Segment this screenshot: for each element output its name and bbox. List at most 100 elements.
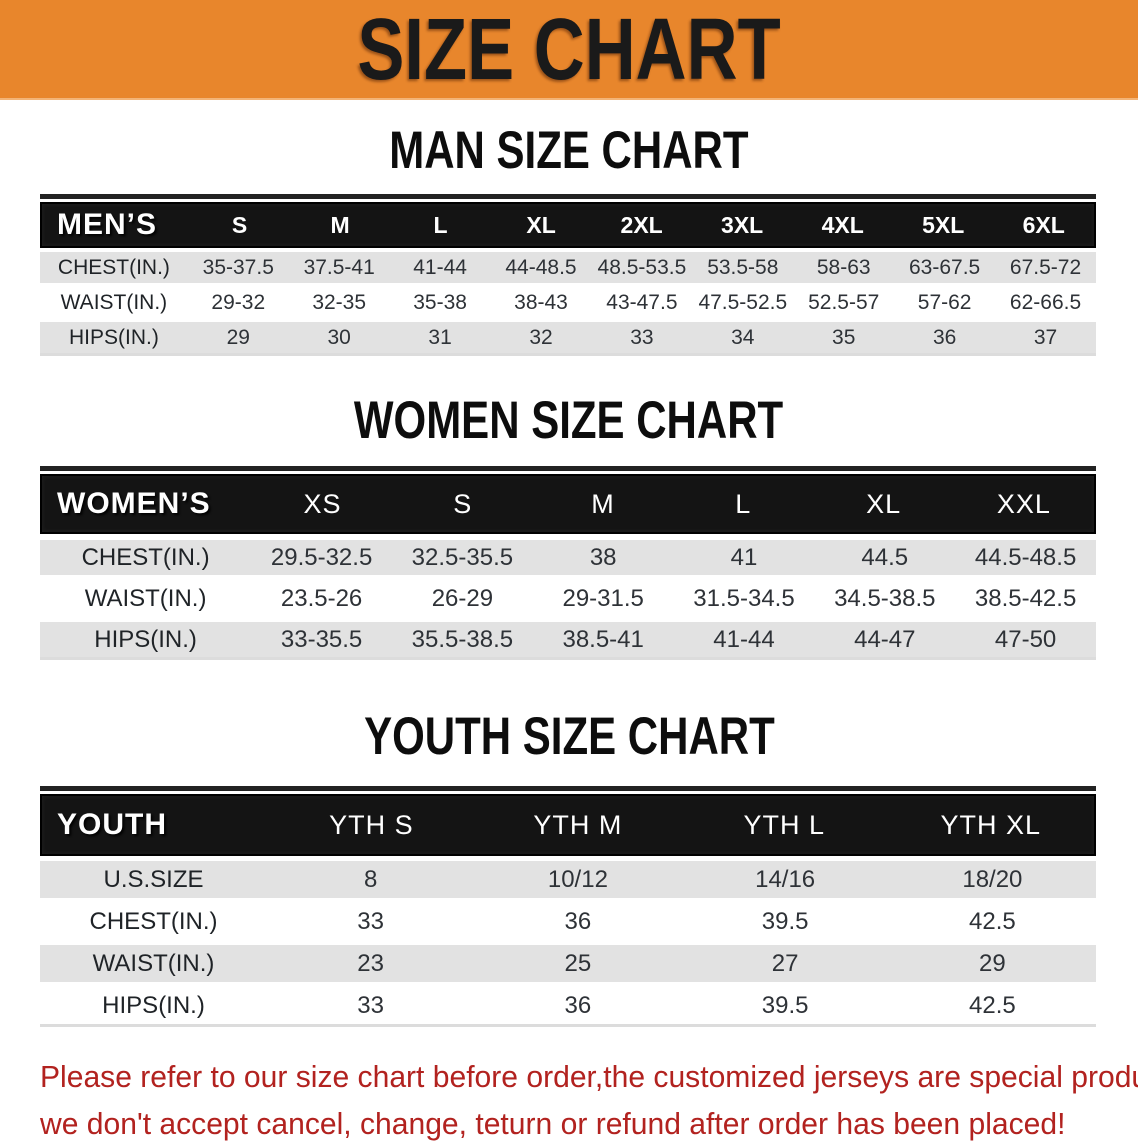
table-header-row: MEN’S S M L XL 2XL 3XL 4XL 5XL 6XL — [40, 202, 1096, 248]
youth-size-table: YOUTH YTH S YTH M YTH L YTH XL U.S.SIZE 8 10/12… — [40, 786, 1096, 1027]
table-row: HIPS(IN.) 33 36 39.5 42.5 — [40, 987, 1096, 1024]
size-value-cell: 35.5-38.5 — [411, 625, 514, 653]
page-title: SIZE CHART — [357, 0, 781, 98]
size-value-cell: 29.5-32.5 — [270, 543, 373, 571]
table-header-row: WOMEN’S XS S M L XL XXL — [40, 474, 1096, 534]
table-group-label: MEN’S — [57, 208, 158, 241]
size-value-cell: 32 — [529, 325, 553, 349]
size-value-cell: 27 — [771, 949, 799, 977]
disclaimer-line-1: Please refer to our size chart before or… — [40, 1059, 1138, 1094]
size-column-header: XXL — [996, 488, 1051, 519]
size-column-header: 3XL — [721, 211, 764, 238]
size-value-cell: 31 — [428, 325, 452, 349]
size-value-cell: 38.5-41 — [562, 625, 644, 653]
size-value-cell: 8 — [363, 865, 378, 893]
size-value-cell: 23 — [357, 949, 384, 977]
size-column-header: YTH M — [533, 809, 623, 840]
size-value-cell: 44.5 — [861, 543, 909, 571]
table-row: HIPS(IN.) 33-35.5 35.5-38.5 38.5-41 41-44 44-… — [40, 622, 1096, 657]
size-value-cell: 42.5 — [969, 907, 1016, 935]
table-top-rule — [40, 194, 1096, 199]
size-value-cell: 35-38 — [413, 290, 467, 314]
size-value-cell: 44-48.5 — [505, 255, 577, 279]
table-group-label: YOUTH — [57, 808, 167, 841]
section-title-men: MAN SIZE CHART — [389, 120, 749, 180]
table-row: WAIST(IN.) 29-32 32-35 35-38 38-43 43-47.5 47.… — [40, 287, 1096, 318]
table-group-label: WOMEN’S — [57, 487, 211, 520]
size-value-cell: 34.5-38.5 — [834, 584, 936, 612]
size-value-cell: 41-44 — [413, 255, 467, 279]
size-value-cell: 37.5-41 — [303, 255, 375, 279]
size-column-header: XS — [303, 488, 342, 519]
measurement-row-label: CHEST(IN.) — [81, 543, 210, 571]
size-column-header: 2XL — [620, 211, 663, 238]
section-title-youth-wrap: YOUTH SIZE CHART — [0, 706, 1138, 766]
size-value-cell: 33 — [357, 907, 384, 935]
size-value-cell: 36 — [932, 325, 957, 349]
size-value-cell: 23.5-26 — [280, 584, 363, 612]
table-top-rule — [40, 466, 1096, 471]
size-value-cell: 33-35.5 — [280, 625, 363, 653]
measurement-row-label: WAIST(IN.) — [84, 584, 207, 612]
size-value-cell: 33 — [357, 991, 384, 1019]
size-column-header: S — [231, 211, 248, 238]
size-value-cell: 14/16 — [755, 865, 816, 893]
measurement-row-label: U.S.SIZE — [103, 865, 204, 893]
size-value-cell: 67.5-72 — [1009, 255, 1082, 279]
measurement-row-label: CHEST(IN.) — [57, 255, 170, 279]
size-column-header: XL — [866, 488, 902, 519]
table-row: WAIST(IN.) 23.5-26 26-29 29-31.5 31.5-34.5 34… — [40, 581, 1096, 616]
measurement-row-label: HIPS(IN.) — [94, 625, 197, 653]
disclaimer-line-2: we don't accept cancel, change, teturn o… — [40, 1106, 1066, 1141]
size-value-cell: 32-35 — [312, 290, 367, 314]
size-value-cell: 57-62 — [917, 290, 972, 314]
size-column-header: L — [735, 488, 752, 519]
size-value-cell: 41 — [730, 543, 758, 571]
size-value-cell: 41-44 — [713, 625, 775, 653]
size-column-header: 6XL — [1022, 211, 1065, 238]
size-value-cell: 39.5 — [761, 991, 809, 1019]
section-title-youth: YOUTH SIZE CHART — [363, 706, 775, 766]
size-column-header: YTH S — [329, 809, 414, 840]
size-value-cell: 42.5 — [969, 991, 1016, 1019]
table-header-row: YOUTH YTH S YTH M YTH L YTH XL — [40, 794, 1096, 856]
size-value-cell: 29 — [226, 325, 250, 349]
size-value-cell: 35 — [832, 325, 856, 349]
size-column-header: 4XL — [821, 211, 864, 238]
size-value-cell: 44-47 — [854, 625, 916, 653]
size-column-header: YTH L — [743, 809, 826, 840]
table-top-rule — [40, 786, 1096, 791]
size-value-cell: 26-29 — [431, 584, 494, 612]
section-title-women: WOMEN SIZE CHART — [354, 390, 784, 450]
disclaimer: Please refer to our size chart before or… — [40, 1053, 1138, 1147]
table-row: HIPS(IN.) 29 30 31 32 33 34 35 36 37 — [40, 322, 1096, 353]
size-value-cell: 25 — [564, 949, 592, 977]
size-value-cell: 53.5-58 — [707, 255, 779, 279]
size-value-cell: 62-66.5 — [1009, 290, 1082, 314]
size-column-header: M — [591, 488, 615, 519]
measurement-row-label: HIPS(IN.) — [68, 325, 159, 349]
size-value-cell: 38.5-42.5 — [974, 584, 1077, 612]
section-title-men-wrap: MAN SIZE CHART — [0, 120, 1138, 180]
table-row: CHEST(IN.) 29.5-32.5 32.5-35.5 38 41 44.5 44.5… — [40, 540, 1096, 575]
size-value-cell: 34 — [731, 325, 755, 349]
size-column-header: L — [433, 211, 448, 238]
size-value-cell: 35-37.5 — [202, 255, 274, 279]
size-value-cell: 33 — [630, 325, 654, 349]
women-size-table: WOMEN’S XS S M L XL XXL CHEST(IN.) 29.5-32.5 32.5… — [40, 466, 1096, 660]
size-column-header: S — [453, 488, 473, 519]
size-value-cell: 18/20 — [962, 865, 1023, 893]
size-column-header: 5XL — [922, 211, 965, 238]
size-value-cell: 38 — [589, 543, 617, 571]
table-row: U.S.SIZE 8 10/12 14/16 18/20 — [40, 861, 1096, 898]
size-value-cell: 47.5-52.5 — [698, 290, 788, 314]
size-column-header: XL — [526, 211, 556, 238]
size-value-cell: 38-43 — [514, 290, 568, 314]
size-value-cell: 52.5-57 — [808, 290, 880, 314]
size-value-cell: 36 — [564, 907, 592, 935]
size-value-cell: 32.5-35.5 — [411, 543, 514, 571]
size-value-cell: 48.5-53.5 — [597, 255, 687, 279]
section-title-women-wrap: WOMEN SIZE CHART — [0, 390, 1138, 450]
size-value-cell: 43-47.5 — [606, 290, 678, 314]
